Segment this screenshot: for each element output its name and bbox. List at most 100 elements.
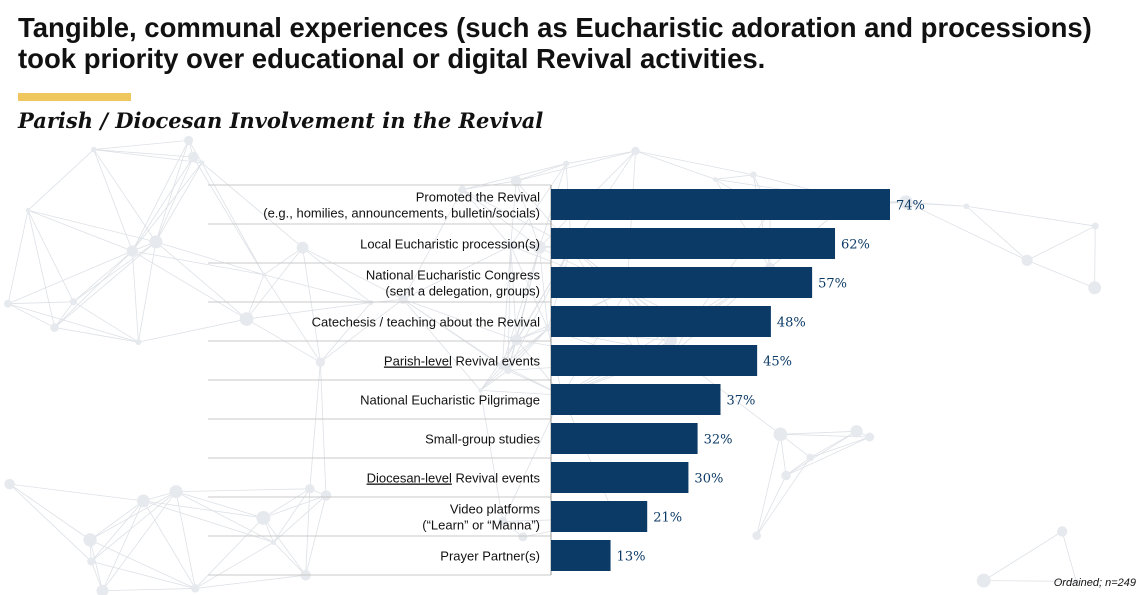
network-line [132, 250, 247, 320]
network-line [756, 475, 787, 536]
network-line [480, 389, 563, 396]
data-label: 62% [841, 238, 870, 253]
chart-subtitle: Parish / Diocesan Involvement in the Rev… [18, 108, 544, 133]
network-line [966, 205, 1096, 227]
data-label: 32% [704, 433, 733, 448]
network-node [498, 361, 507, 370]
network-line [263, 488, 311, 519]
network-line [9, 483, 91, 541]
network-node [498, 516, 508, 526]
network-line [320, 298, 404, 363]
network-node [631, 146, 640, 156]
network-node [126, 245, 139, 257]
network-line [132, 250, 265, 276]
network-line [93, 149, 157, 243]
network-node [665, 334, 678, 347]
network-line [102, 500, 144, 591]
network-node [184, 135, 194, 145]
bar [551, 306, 771, 337]
network-line [155, 140, 189, 242]
network-line [246, 302, 371, 320]
data-label: 45% [763, 355, 792, 370]
network-line [54, 241, 157, 328]
network-node [69, 298, 78, 306]
category-label: National Eucharistic Congress [366, 268, 541, 283]
network-line [566, 150, 636, 165]
network-node [4, 299, 12, 308]
network-node [135, 339, 142, 346]
bar [551, 423, 698, 454]
network-line [93, 140, 189, 150]
network-node [149, 235, 163, 249]
network-line [73, 241, 157, 303]
network-node [1088, 281, 1102, 295]
network-line [1026, 259, 1095, 289]
network-node [261, 272, 267, 277]
network-node [563, 160, 570, 167]
network-line [635, 150, 754, 176]
network-line [27, 210, 55, 328]
network-line [539, 247, 549, 329]
category-label: Catechesis / teaching about the Revival [312, 315, 540, 330]
category-label: Parish-level Revival events [384, 354, 541, 369]
network-line [983, 531, 1063, 581]
network-line [273, 541, 306, 576]
network-node [750, 171, 757, 179]
headline: Tangible, communal experiences (such as … [18, 12, 1128, 74]
network-line [510, 181, 517, 246]
network-line [402, 189, 463, 300]
network-node [773, 427, 788, 442]
network-line [246, 247, 303, 320]
network-line [131, 250, 139, 343]
network-line [9, 483, 144, 502]
bar [551, 501, 648, 532]
network-node [87, 557, 96, 566]
network-line [402, 298, 503, 366]
network-node [188, 151, 199, 163]
network-line [402, 298, 517, 341]
network-node [239, 312, 254, 326]
network-node [1073, 578, 1079, 584]
network-line [7, 303, 139, 343]
bar [551, 189, 890, 220]
network-line [102, 491, 177, 591]
network-line [302, 247, 404, 300]
network-node [806, 453, 815, 462]
network-line [27, 209, 133, 252]
bar-chart: 74% Promoted the Revival(e.g., homilies, … [208, 184, 925, 576]
network-line [320, 302, 372, 363]
network-line [7, 210, 29, 304]
network-line [501, 328, 549, 366]
network-node [504, 366, 512, 375]
network-node [191, 584, 200, 593]
network-line [779, 434, 787, 476]
network-node [4, 478, 15, 490]
network-line [302, 247, 372, 303]
network-line [263, 274, 321, 363]
network-line [302, 247, 321, 363]
network-line [27, 210, 74, 303]
network-line [192, 156, 265, 275]
network-line [73, 250, 133, 303]
data-label: 21% [653, 511, 682, 526]
network-node [510, 175, 522, 187]
network-node [544, 325, 551, 332]
network-line [89, 500, 144, 541]
network-line [785, 430, 857, 476]
network-node [96, 584, 109, 595]
network-line [27, 149, 95, 211]
network-node [1091, 222, 1099, 230]
bar [551, 228, 836, 259]
network-line [138, 318, 247, 343]
network-node [270, 539, 277, 545]
network-line [102, 588, 196, 592]
network-line [305, 488, 311, 576]
network-line [983, 580, 1077, 582]
network-line [756, 434, 781, 536]
network-line [54, 301, 74, 328]
network-line [1026, 225, 1096, 261]
network-node [781, 470, 791, 481]
network-line [402, 245, 511, 300]
network-node [169, 485, 183, 499]
category-label: Promoted the Revival [416, 190, 540, 205]
